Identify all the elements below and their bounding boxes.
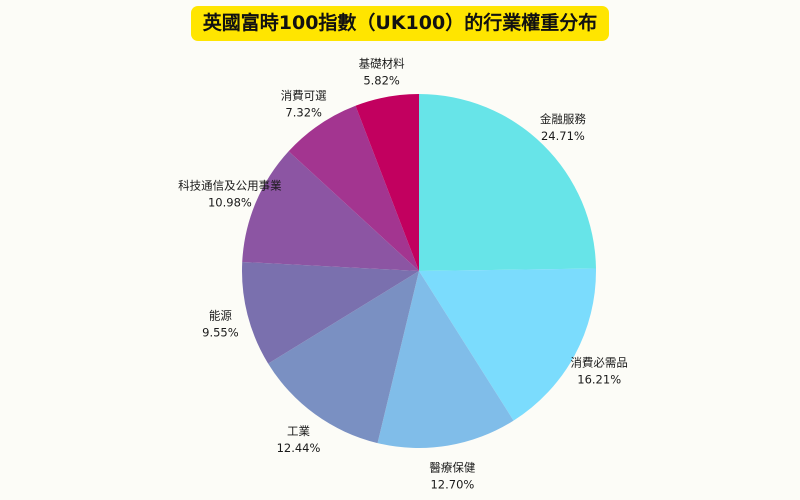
slice-label: 醫療保健 [429,460,475,474]
slice-value-label: 7.32% [285,106,322,120]
slice-label: 科技通信及公用事業 [178,179,282,193]
slice-value-label: 16.21% [577,373,621,387]
slice-value-label: 12.70% [430,477,474,491]
pie-slice [242,151,419,271]
slice-label: 金融服務 [540,112,586,126]
pie-slice [268,271,419,444]
chart-title-wrap: 英國富時100指數（UK100）的行業權重分布 [0,6,800,41]
pie-slice [288,105,419,272]
slice-label: 能源 [209,309,232,323]
pie-slice [377,271,514,448]
slice-value-label: 12.44% [277,441,321,455]
slice-value-label: 5.82% [363,73,400,87]
pie-slice [241,261,419,364]
pie-slice [355,94,419,271]
slice-label: 基礎材料 [359,56,405,70]
pie-slice [419,268,596,421]
slice-label: 工業 [287,424,310,438]
slice-label: 消費必需品 [570,356,628,370]
slice-value-label: 24.71% [541,129,585,143]
pie-slice [419,94,596,271]
chart-title: 英國富時100指數（UK100）的行業權重分布 [190,6,610,41]
slice-value-label: 10.98% [208,196,252,210]
slice-value-label: 9.55% [202,326,239,340]
slice-label: 消費可選 [281,89,327,103]
